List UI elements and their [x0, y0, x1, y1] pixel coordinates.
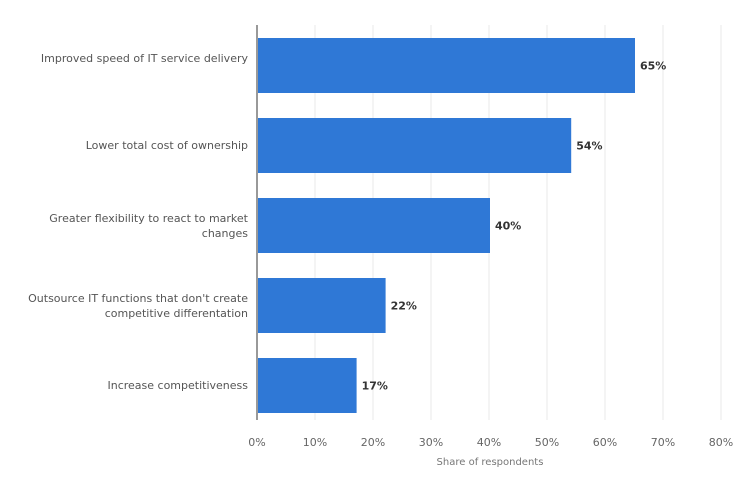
category-label: Greater flexibility to react to market c…	[49, 211, 248, 240]
bar	[258, 358, 357, 413]
category-label: Outsource IT functions that don't create…	[28, 291, 248, 320]
category-label: Improved speed of IT service delivery	[40, 51, 248, 65]
data-label: 54%	[576, 140, 602, 153]
x-tick-label: 80%	[709, 436, 733, 449]
x-tick-label: 70%	[651, 436, 675, 449]
x-tick-label: 40%	[477, 436, 501, 449]
x-tick-label: 0%	[248, 436, 265, 449]
bar	[258, 118, 572, 173]
x-tick-label: 10%	[303, 436, 327, 449]
x-tick-label: 20%	[361, 436, 385, 449]
x-tick-label: 50%	[535, 436, 559, 449]
data-label: 65%	[640, 60, 666, 73]
data-label: 40%	[495, 220, 521, 233]
category-label: Increase competitiveness	[107, 379, 248, 392]
x-tick-label: 60%	[593, 436, 617, 449]
x-axis-title: Share of respondents	[437, 457, 544, 468]
bar	[258, 278, 386, 333]
data-label: 22%	[391, 300, 417, 313]
data-label: 17%	[362, 380, 388, 393]
bar	[258, 198, 490, 253]
x-tick-label: 30%	[419, 436, 443, 449]
category-label: Lower total cost of ownership	[85, 139, 248, 152]
bar	[258, 38, 635, 93]
